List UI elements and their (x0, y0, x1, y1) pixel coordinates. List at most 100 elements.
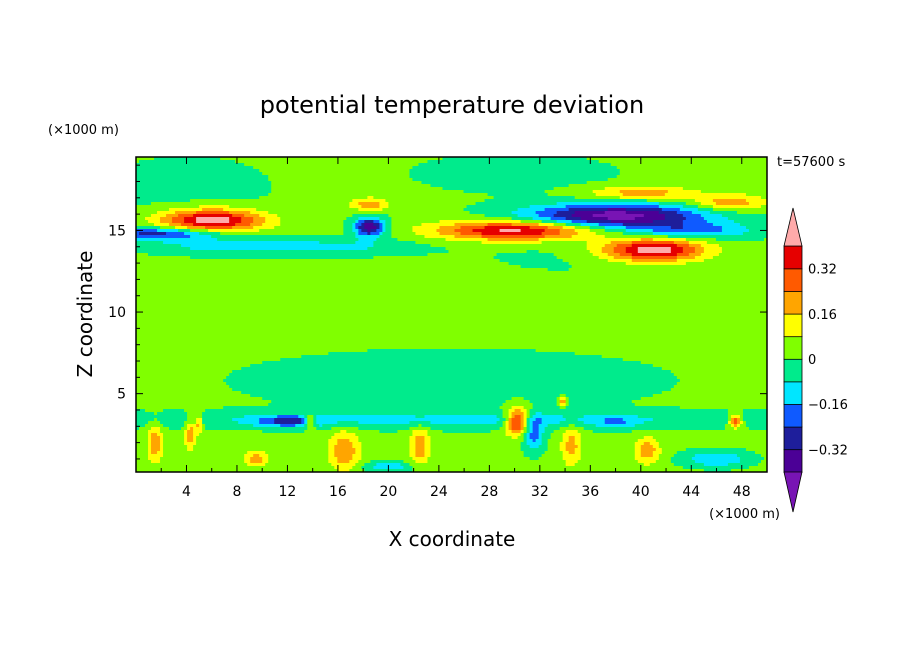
field-cell (367, 196, 374, 200)
field-cell (358, 220, 365, 224)
field-cell (259, 229, 344, 233)
field-cell (136, 466, 335, 470)
field-cell (568, 208, 609, 212)
field-cell (415, 436, 426, 440)
field-cell (373, 244, 432, 248)
field-cell (673, 241, 690, 245)
field-cell (328, 457, 338, 461)
field-cell (271, 184, 432, 188)
field-cell (568, 439, 576, 443)
field-cell (430, 439, 525, 443)
field-cell (409, 427, 432, 431)
field-cell (328, 451, 335, 455)
field-cell (163, 451, 248, 455)
field-cell (520, 409, 528, 413)
field-cell (694, 199, 714, 203)
colorbar-segment (783, 335, 803, 360)
field-cell (541, 454, 564, 458)
field-cell (187, 430, 194, 434)
field-cell (136, 403, 269, 407)
field-cell (580, 439, 639, 443)
field-cell (403, 460, 417, 464)
field-cell (559, 394, 567, 398)
field-cell (574, 424, 597, 428)
field-cell (385, 226, 393, 230)
field-cell (208, 229, 260, 233)
field-cell (268, 175, 411, 179)
field-cell (709, 211, 738, 215)
field-cell (265, 463, 332, 467)
field-cell (562, 226, 576, 230)
time-label: t=57600 s (777, 155, 845, 170)
field-cell (397, 430, 414, 434)
field-cell (658, 211, 678, 215)
field-cell (511, 421, 522, 425)
field-cell (505, 427, 510, 431)
field-cell (529, 415, 534, 419)
field-cell (343, 220, 356, 224)
field-cell (160, 457, 245, 461)
field-cell (685, 238, 717, 242)
field-cell (301, 421, 305, 425)
field-cell (361, 442, 411, 446)
field-cell (148, 220, 161, 224)
field-cell (634, 403, 767, 407)
field-cell (544, 229, 561, 233)
field-cell (346, 217, 359, 221)
field-cell (427, 253, 498, 257)
field-cell (640, 361, 767, 365)
field-cell (712, 256, 767, 260)
field-cell (619, 253, 633, 257)
field-cell (532, 427, 540, 431)
field-cell (361, 466, 374, 470)
field-cell (508, 415, 513, 419)
field-cell (430, 451, 525, 455)
colorbar-segment (783, 403, 803, 428)
field-cell (160, 442, 164, 446)
field-cell (169, 208, 203, 212)
field-cell (502, 421, 507, 425)
field-cell (337, 460, 350, 464)
field-cell (652, 445, 660, 449)
field-cell (571, 220, 588, 224)
field-cell (136, 370, 233, 374)
field-cell (136, 340, 767, 344)
colorbar-label: −0.16 (808, 398, 848, 413)
field-cell (481, 235, 546, 239)
field-cell (511, 424, 522, 428)
field-cell (508, 409, 516, 413)
field-cell (358, 208, 383, 212)
field-cell (523, 421, 528, 425)
field-cell (700, 244, 720, 248)
field-cell (673, 385, 767, 389)
field-cell (187, 412, 203, 416)
field-cell (154, 223, 170, 227)
field-cell (352, 223, 356, 227)
field-cell (430, 427, 501, 431)
field-cell (472, 229, 501, 233)
field-cell (280, 358, 624, 362)
field-cell (640, 451, 654, 455)
field-cell (670, 247, 684, 251)
field-cell (355, 241, 374, 245)
field-cell (745, 421, 767, 425)
field-cell (313, 421, 317, 425)
field-cell (361, 223, 365, 227)
field-cell (733, 427, 738, 431)
field-cell (253, 217, 266, 221)
field-cell (454, 229, 474, 233)
field-cell (523, 424, 528, 428)
field-cell (307, 421, 314, 425)
field-cell (160, 220, 173, 224)
field-cell (421, 424, 504, 428)
field-cell (586, 220, 612, 224)
field-cell (670, 460, 696, 464)
field-cell (676, 253, 690, 257)
field-cell (136, 196, 260, 200)
field-cell (553, 223, 567, 227)
field-cell (742, 421, 747, 425)
field-cell (511, 412, 525, 416)
field-cell (538, 436, 543, 440)
field-cell (358, 460, 371, 464)
